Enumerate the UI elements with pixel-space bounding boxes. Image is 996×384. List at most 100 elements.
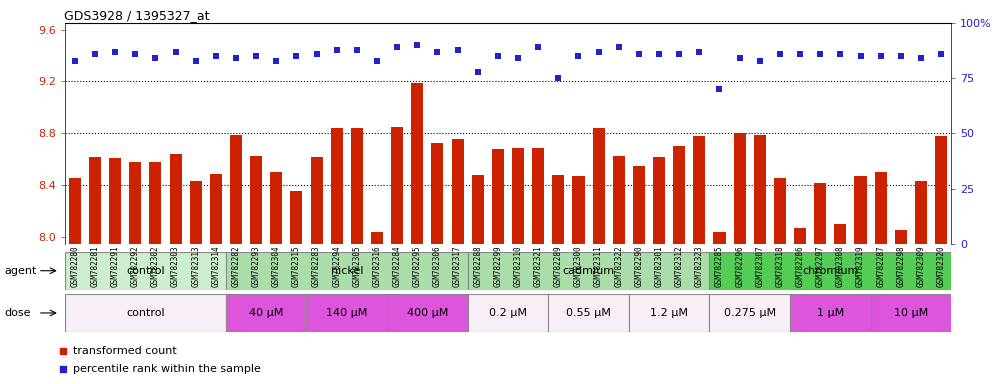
Point [772, 51, 788, 57]
Bar [855, 176, 867, 244]
Point [289, 53, 305, 59]
Bar [548, 294, 628, 332]
Point [752, 58, 768, 64]
Bar [814, 183, 827, 244]
Bar [709, 294, 790, 332]
Point [409, 42, 425, 48]
Text: control: control [126, 266, 164, 276]
Text: 0.55 μM: 0.55 μM [566, 308, 611, 318]
Point [147, 55, 163, 61]
Bar [149, 162, 161, 244]
Point [127, 51, 143, 57]
Bar [331, 128, 343, 244]
Text: 0.2 μM: 0.2 μM [489, 308, 527, 318]
Bar [628, 294, 709, 332]
Point [510, 55, 526, 61]
Bar [593, 128, 605, 244]
Text: 1.2 μM: 1.2 μM [650, 308, 688, 318]
Point [349, 46, 365, 53]
Point [67, 58, 83, 64]
Bar [552, 175, 565, 244]
Bar [874, 172, 886, 244]
Bar [210, 174, 222, 244]
Bar [774, 177, 786, 244]
Text: agent: agent [4, 266, 37, 276]
Bar [371, 232, 383, 244]
Point [208, 53, 224, 59]
Bar [713, 232, 725, 244]
Point [530, 44, 546, 50]
Point [108, 49, 124, 55]
Text: chromium: chromium [802, 266, 859, 276]
Bar [935, 136, 947, 244]
Bar [230, 135, 242, 244]
Bar [835, 224, 847, 244]
Bar [69, 177, 81, 244]
Point [309, 51, 325, 57]
Point [228, 55, 244, 61]
Text: GDS3928 / 1395327_at: GDS3928 / 1395327_at [64, 9, 209, 22]
Bar [468, 294, 548, 332]
Bar [451, 139, 463, 244]
Point [490, 53, 506, 59]
Bar [632, 166, 645, 244]
Point [370, 58, 385, 64]
Point [913, 55, 929, 61]
Point [55, 366, 71, 372]
Bar [871, 294, 951, 332]
Bar [693, 136, 705, 244]
Point [449, 46, 465, 53]
Text: 400 μM: 400 μM [406, 308, 448, 318]
Bar [492, 149, 504, 244]
Bar [431, 142, 443, 244]
Text: 10 μM: 10 μM [893, 308, 928, 318]
Bar [169, 154, 181, 244]
Point [389, 44, 405, 50]
Point [853, 53, 869, 59]
Point [591, 49, 607, 55]
Point [872, 53, 888, 59]
Bar [250, 156, 262, 244]
Bar [532, 148, 544, 244]
Point [671, 51, 687, 57]
Bar [411, 83, 423, 244]
Bar [110, 158, 122, 244]
Point [732, 55, 748, 61]
Bar [387, 294, 468, 332]
Bar [512, 148, 524, 244]
Point [55, 348, 71, 354]
Bar [65, 252, 226, 290]
Bar [226, 294, 307, 332]
Bar [307, 294, 387, 332]
Bar [129, 162, 141, 244]
Point [711, 86, 727, 93]
Text: 40 μM: 40 μM [249, 308, 284, 318]
Point [691, 49, 707, 55]
Point [651, 51, 667, 57]
Bar [573, 176, 585, 244]
Point [551, 75, 567, 81]
Bar [915, 182, 927, 244]
Bar [226, 252, 468, 290]
Point [933, 51, 949, 57]
Point [87, 51, 103, 57]
Bar [291, 190, 303, 244]
Bar [790, 294, 871, 332]
Point [792, 51, 808, 57]
Point [571, 53, 587, 59]
Text: cadmium: cadmium [563, 266, 615, 276]
Point [268, 58, 284, 64]
Point [630, 51, 646, 57]
Bar [472, 175, 484, 244]
Text: nickel: nickel [331, 266, 363, 276]
Bar [794, 228, 806, 244]
Bar [653, 157, 665, 244]
Point [470, 69, 486, 75]
Bar [613, 156, 624, 244]
Bar [673, 146, 685, 244]
Text: 1 μM: 1 μM [817, 308, 844, 318]
Bar [754, 135, 766, 244]
Point [167, 49, 183, 55]
Text: 140 μM: 140 μM [326, 308, 368, 318]
Point [611, 44, 626, 50]
